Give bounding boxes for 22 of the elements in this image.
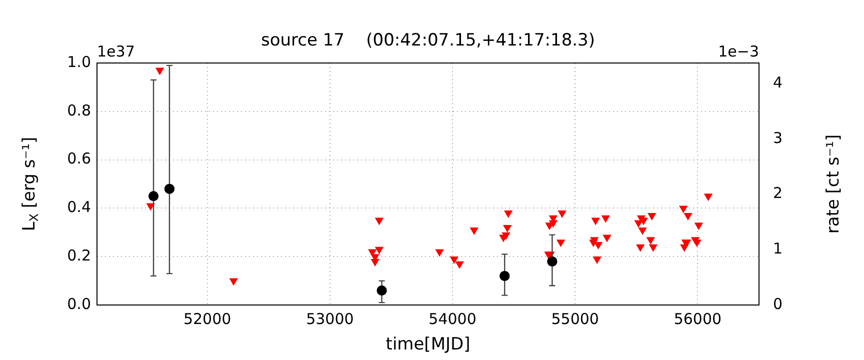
y-tick-label: 1.0 bbox=[67, 52, 91, 71]
y-axis-title: LX [erg s⁻¹] bbox=[19, 136, 42, 232]
x-tick-label: 53000 bbox=[306, 310, 354, 328]
y-tick-label: 0.0 bbox=[67, 294, 91, 313]
y-tick-label: 0.2 bbox=[67, 246, 91, 264]
y2-tick-label: 1 bbox=[773, 240, 783, 258]
x-tick-label: 54000 bbox=[428, 310, 476, 328]
x-tick-label: 55000 bbox=[551, 310, 599, 328]
x-tick-label: 56000 bbox=[674, 310, 722, 328]
y2-tick-label: 3 bbox=[773, 128, 783, 147]
x-axis-title: time[MJD] bbox=[386, 334, 470, 354]
y-tick-label: 0.4 bbox=[67, 198, 91, 216]
text: 1e37 bbox=[97, 42, 135, 60]
y-tick-label: 0.8 bbox=[67, 101, 91, 120]
y2-tick-label: 2 bbox=[773, 184, 783, 202]
y-tick-label: 0.6 bbox=[67, 150, 91, 168]
x-tick-label: 52000 bbox=[183, 310, 232, 328]
y2-axis-title: rate [ct s⁻¹] bbox=[823, 134, 844, 234]
y2-tick-label: 0 bbox=[773, 294, 783, 313]
y2-tick-label: 4 bbox=[773, 73, 783, 92]
chart-title: source 17 (00:42:07.15,+41:17:18.3) bbox=[261, 30, 595, 50]
text: 1e−3 bbox=[718, 42, 759, 60]
